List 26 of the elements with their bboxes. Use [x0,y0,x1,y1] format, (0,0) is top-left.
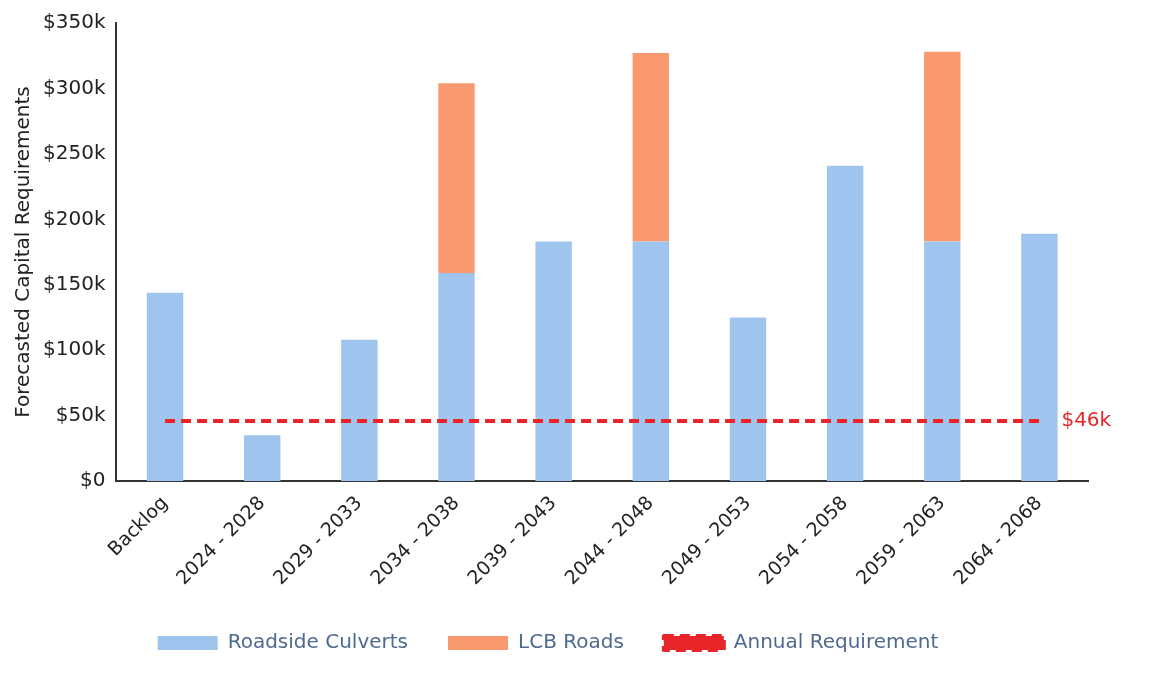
bar [632,241,670,482]
y-axis-title: Forecasted Capital Requirements [10,86,35,418]
y-tick-label: $250k [43,140,106,165]
y-tick-label: $350k [43,9,106,34]
y-tick-label: $0 [80,467,106,492]
annotation: $46k [1061,407,1112,432]
bar [243,435,281,482]
bar [535,241,572,482]
y-tick-label: $50k [55,401,106,426]
y-tick-label: $100k [43,336,106,361]
y-tick-label: $150k [43,270,106,295]
y-tick-label: $200k [43,205,106,230]
bar [438,83,475,273]
bar [632,53,670,242]
legend-label: Roadside Culverts [227,629,409,654]
bar [924,51,961,242]
bar [1021,233,1058,482]
bar [826,165,864,482]
bar [146,292,184,482]
bar [341,339,378,482]
legend-label: LCB Roads [518,629,624,654]
bar [729,317,767,482]
y-tick-label: $300k [43,74,106,99]
bar [438,273,475,482]
bar [924,241,961,482]
legend-label: Annual Requirement [733,629,939,654]
